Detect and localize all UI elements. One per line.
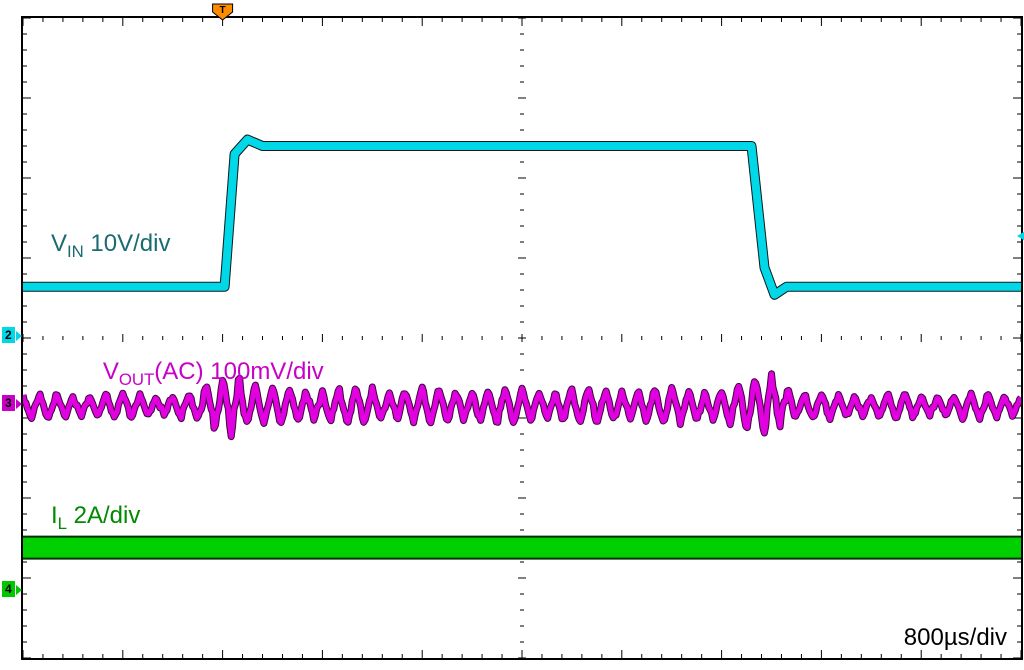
svg-text:T: T: [220, 5, 226, 16]
channel-marker-ch3: 3: [2, 395, 15, 411]
oscilloscope-screenshot: T VIN 10V/div VOUT(AC) 100mV/div IL 2A/div…: [0, 0, 1024, 670]
trace-ch2-outline: [23, 140, 1021, 295]
channel-marker-arrow-ch4: [16, 585, 22, 595]
timebase-label: 800µs/div: [904, 624, 1007, 652]
label-ch4: IL 2A/div: [51, 502, 140, 534]
channel-marker-ch4: 4: [2, 581, 15, 597]
waveform-traces: [23, 18, 1021, 658]
plot-area: T VIN 10V/divVOUT(AC) 100mV/divIL 2A/div…: [21, 16, 1023, 660]
trace-ch2: [23, 140, 1021, 295]
label-ch3: VOUT(AC) 100mV/div: [103, 358, 324, 390]
right-arrow-ch2: [1017, 230, 1024, 242]
label-ch2: VIN 10V/div: [51, 230, 171, 262]
channel-marker-arrow-ch3: [16, 399, 22, 409]
channel-marker-ch2: 2: [2, 327, 15, 343]
channel-marker-arrow-ch2: [16, 331, 22, 341]
